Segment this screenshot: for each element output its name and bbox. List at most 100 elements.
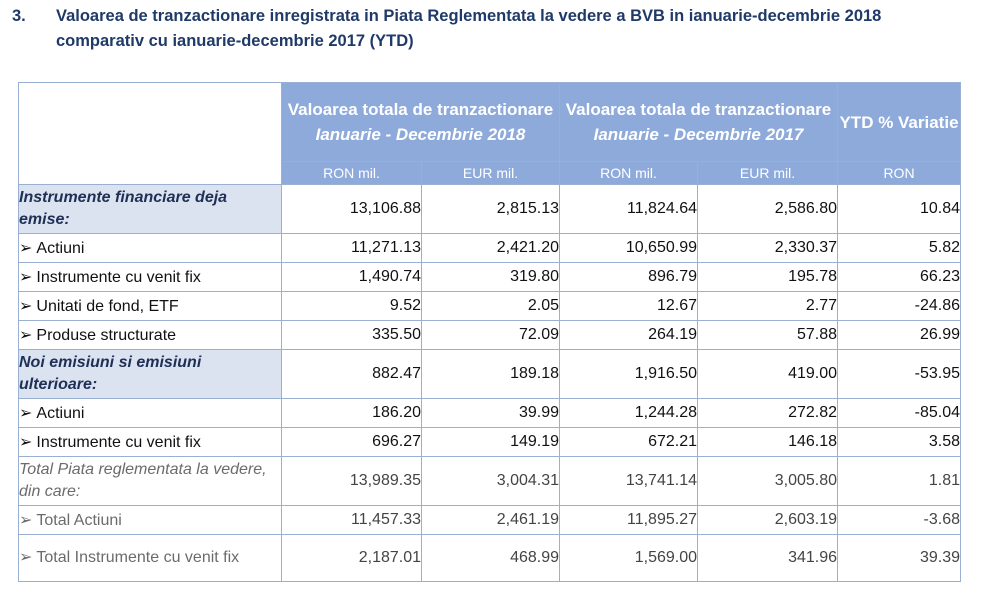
arrowhead-bullet-icon: ➢ [19,512,33,529]
header-corner [18,82,282,185]
row-label: Instrumente cu venit fix [36,434,201,451]
table-row: Noi emisiuni si emisiuni ulterioare: 882… [18,349,961,399]
row-label-cell: ➢ Unitati de fond, ETF [18,291,282,321]
value-cell: 2,815.13 [421,184,560,234]
unit-cell: RON mil. [559,161,698,185]
value-cell: 72.09 [421,320,560,350]
section-title: Valoarea de tranzactionare inregistrata … [56,7,882,50]
value-cell: 1,490.74 [281,262,422,292]
row-label: Actiuni [36,405,85,422]
row-label-cell: ➢ Instrumente cu venit fix [18,427,282,457]
value-cell: 2,330.37 [697,233,838,263]
value-cell: 2.05 [421,291,560,321]
header-ytd: YTD % Variatie [837,82,961,162]
value-cell: 2,187.01 [281,534,422,582]
arrowhead-bullet-icon: ➢ [19,269,33,286]
value-cell: 896.79 [559,262,698,292]
header-2018-period: Ianuarie - Decembrie 2018 [315,125,526,144]
value-cell: 9.52 [281,291,422,321]
value-cell: 341.96 [697,534,838,582]
row-label: Total Instrumente cu venit fix [36,549,240,566]
row-label-cell: ➢ Actiuni [18,233,282,263]
value-cell: 696.27 [281,427,422,457]
section-number: 3. [12,7,26,25]
table-row: ➢ Instrumente cu venit fix 1,490.74 319.8… [18,262,961,292]
value-cell: 264.19 [559,320,698,350]
value-cell: 1.81 [837,456,961,506]
row-label: Actiuni [36,240,85,257]
value-cell: 11,895.27 [559,505,698,535]
value-cell: 419.00 [697,349,838,399]
arrowhead-bullet-icon: ➢ [19,405,33,422]
table-row: ➢ Actiuni 11,271.13 2,421.20 10,650.99 2,… [18,233,961,263]
value-cell: 319.80 [421,262,560,292]
value-cell: 195.78 [697,262,838,292]
value-cell: 10,650.99 [559,233,698,263]
unit-cell: EUR mil. [421,161,560,185]
trading-value-table: Valoarea totala de tranzactionare Ianuar… [18,82,961,582]
value-cell: 189.18 [421,349,560,399]
value-cell: 11,457.33 [281,505,422,535]
row-label-cell: ➢ Total Actiuni [18,505,282,535]
row-label: Total Actiuni [36,512,122,529]
row-label-cell: ➢ Produse structurate [18,320,282,350]
header-2017-period: Ianuarie - Decembrie 2017 [593,125,804,144]
row-label: Instrumente financiare deja emise: [18,184,282,234]
table-row: ➢ Total Actiuni 11,457.33 2,461.19 11,895… [18,505,961,535]
value-cell: 468.99 [421,534,560,582]
row-label: Unitati de fond, ETF [36,298,179,315]
row-label-cell: ➢ Total Instrumente cu venit fix [18,534,282,582]
value-cell: 335.50 [281,320,422,350]
row-label: Instrumente cu venit fix [36,269,201,286]
value-cell: 1,569.00 [559,534,698,582]
header-2018-title: Valoarea totala de tranzactionare [287,100,554,119]
value-cell: 2,586.80 [697,184,838,234]
value-cell: 13,741.14 [559,456,698,506]
unit-cell: RON [837,161,961,185]
value-cell: 1,916.50 [559,349,698,399]
unit-cell: EUR mil. [697,161,838,185]
value-cell: 26.99 [837,320,961,350]
value-cell: 2,603.19 [697,505,838,535]
value-cell: 39.99 [421,398,560,428]
arrowhead-bullet-icon: ➢ [19,240,33,257]
value-cell: 5.82 [837,233,961,263]
value-cell: 1,244.28 [559,398,698,428]
arrowhead-bullet-icon: ➢ [19,327,33,344]
row-label: Noi emisiuni si emisiuni ulterioare: [18,349,282,399]
value-cell: -53.95 [837,349,961,399]
table-row: ➢ Instrumente cu venit fix 696.27 149.19 … [18,427,961,457]
table-row: ➢ Unitati de fond, ETF 9.52 2.05 12.67 2.… [18,291,961,321]
header-row: Valoarea totala de tranzactionare Ianuar… [18,82,961,185]
value-cell: 57.88 [697,320,838,350]
value-cell: 2,461.19 [421,505,560,535]
value-cell: 66.23 [837,262,961,292]
table-row: ➢ Produse structurate 335.50 72.09 264.19… [18,320,961,350]
value-cell: 39.39 [837,534,961,582]
value-cell: 272.82 [697,398,838,428]
header-2017-title: Valoarea totala de tranzactionare [565,100,832,119]
arrowhead-bullet-icon: ➢ [19,298,33,315]
value-cell: -24.86 [837,291,961,321]
row-label-cell: ➢ Instrumente cu venit fix [18,262,282,292]
value-cell: -3.68 [837,505,961,535]
value-cell: 12.67 [559,291,698,321]
value-cell: -85.04 [837,398,961,428]
value-cell: 672.21 [559,427,698,457]
header-2017: Valoarea totala de tranzactionare Ianuar… [559,82,838,162]
table-row: ➢ Total Instrumente cu venit fix 2,187.01… [18,534,961,582]
arrowhead-bullet-icon: ➢ [19,434,33,451]
value-cell: 2.77 [697,291,838,321]
value-cell: 11,824.64 [559,184,698,234]
arrowhead-bullet-icon: ➢ [19,549,33,566]
value-cell: 3.58 [837,427,961,457]
table-row: ➢ Actiuni 186.20 39.99 1,244.28 272.82 -8… [18,398,961,428]
row-label: Produse structurate [36,327,177,344]
value-cell: 3,005.80 [697,456,838,506]
row-label-cell: ➢ Actiuni [18,398,282,428]
value-cell: 10.84 [837,184,961,234]
row-label: Total Piata reglementata la vedere, din … [18,456,282,506]
value-cell: 186.20 [281,398,422,428]
value-cell: 149.19 [421,427,560,457]
value-cell: 3,004.31 [421,456,560,506]
